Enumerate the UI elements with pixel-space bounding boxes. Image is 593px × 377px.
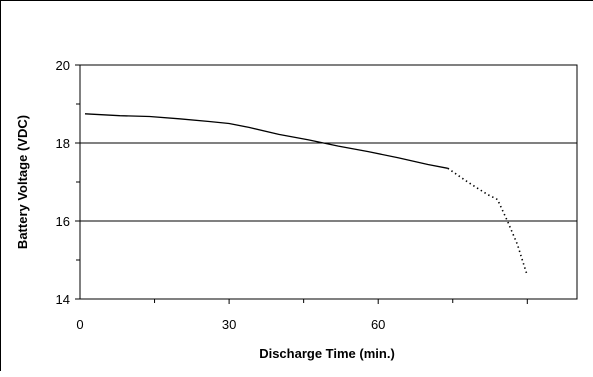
x-axis-ticks: 0 30 60: [76, 299, 528, 332]
discharge-curve-solid: [84, 113, 448, 169]
y-tick-label: 20: [56, 58, 70, 73]
y-tick-label: 14: [56, 292, 70, 307]
y-tick-label: 16: [56, 214, 70, 229]
y-axis-ticks: 14 16 18 20: [56, 58, 80, 307]
x-axis-title: Discharge Time (min.): [259, 346, 395, 361]
data-series: [84, 113, 529, 276]
discharge-curve-dotted: [447, 167, 529, 276]
y-axis-title: Battery Voltage (VDC): [15, 115, 30, 249]
x-tick-label: 60: [371, 317, 385, 332]
x-tick-label: 0: [76, 317, 83, 332]
x-tick-label: 30: [222, 317, 236, 332]
plot-area: [79, 64, 578, 300]
y-tick-label: 18: [56, 136, 70, 151]
gridlines: [80, 142, 577, 222]
